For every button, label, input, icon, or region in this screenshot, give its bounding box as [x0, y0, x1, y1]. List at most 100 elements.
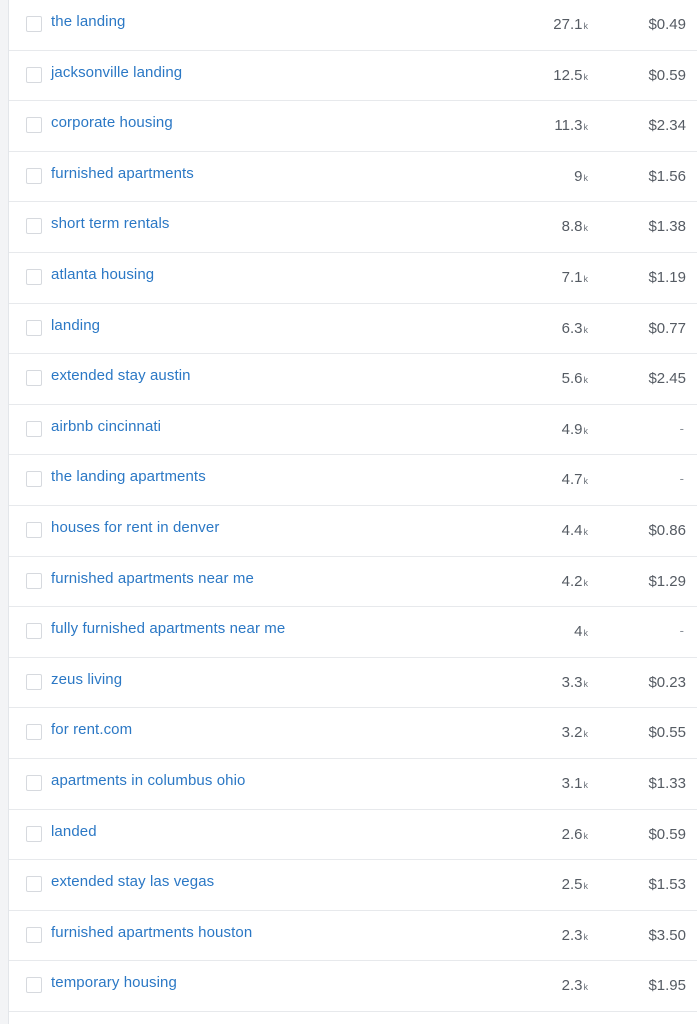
row-checkbox[interactable]	[26, 66, 42, 83]
table-row: the landing 27.1k $0.49	[9, 0, 697, 51]
search-volume-value: 9	[574, 167, 583, 185]
search-volume-value: 5.6	[561, 370, 583, 388]
table-row: apartments in columbus ohio 3.1k $1.33	[9, 759, 697, 810]
keyword-link[interactable]: atlanta housing	[51, 265, 155, 283]
row-checkbox[interactable]	[26, 623, 42, 640]
search-volume-unit: k	[583, 324, 589, 335]
keyword-table: the landing 27.1k $0.49 jacksonville landin…	[8, 0, 697, 1024]
search-volume-unit: k	[583, 223, 589, 234]
table-row: the landing apartments 4.7k -	[9, 455, 697, 506]
table-row: extended stay austin 5.6k $2.45	[9, 354, 697, 405]
row-checkbox[interactable]	[26, 16, 42, 32]
keyword-link[interactable]: the landing	[51, 13, 126, 30]
table-row: corporate housing 11.3k $2.34	[9, 101, 697, 152]
search-volume: 6.3k	[562, 320, 588, 337]
keyword-link[interactable]: landed	[51, 822, 97, 840]
search-volume-unit: k	[583, 628, 589, 639]
keyword-link[interactable]: fully furnished apartments near me	[51, 620, 286, 638]
search-volume-value: 2.3	[561, 926, 583, 944]
search-volume: 4.2k	[562, 573, 588, 590]
cost-per-click: $1.19	[648, 268, 686, 286]
table-row: temporary housing 2.3k $1.95	[9, 961, 697, 1012]
cost-per-click: $2.45	[648, 370, 686, 388]
cost-per-click: $0.59	[648, 825, 686, 843]
row-checkbox[interactable]	[26, 825, 42, 842]
row-checkbox[interactable]	[26, 572, 42, 589]
keyword-link[interactable]: corporate housing	[51, 114, 173, 132]
search-volume-unit: k	[583, 779, 589, 790]
keyword-link[interactable]: zeus living	[51, 670, 123, 688]
cost-per-click: -	[679, 471, 684, 487]
search-volume: 9k	[574, 168, 588, 185]
cost-per-click: $0.59	[648, 66, 686, 84]
table-row: zeus living 3.3k $0.23	[9, 658, 697, 709]
search-volume-value: 3.2	[561, 724, 583, 742]
row-checkbox[interactable]	[26, 521, 42, 538]
search-volume: 7.1k	[562, 269, 588, 286]
keyword-link[interactable]: short term rentals	[51, 215, 170, 233]
search-volume: 3.3k	[562, 674, 588, 691]
search-volume: 2.3k	[562, 927, 588, 944]
row-checkbox[interactable]	[26, 319, 42, 336]
keyword-link[interactable]: furnished apartments near me	[51, 569, 254, 587]
keyword-link[interactable]: extended stay austin	[51, 367, 191, 385]
keyword-link[interactable]: landing	[51, 316, 101, 334]
table-row: landing 6.3k $0.77	[9, 304, 697, 355]
row-checkbox[interactable]	[26, 218, 42, 235]
cost-per-click: $1.33	[648, 774, 686, 792]
row-checkbox[interactable]	[26, 774, 42, 791]
table-row: for rent.com 3.2k $0.55	[9, 708, 697, 759]
search-volume-value: 2.6	[561, 825, 583, 843]
search-volume-value: 8.8	[561, 218, 583, 236]
search-volume: 11.3k	[554, 117, 588, 134]
table-row: extended stay las vegas 2.5k $1.53	[9, 860, 697, 911]
search-volume-value: 4.9	[561, 420, 583, 438]
row-checkbox[interactable]	[26, 420, 42, 437]
keyword-link[interactable]: temporary housing	[51, 974, 177, 992]
table-row: landed 2.6k $0.59	[9, 810, 697, 861]
row-checkbox[interactable]	[26, 977, 42, 994]
table-row: jacksonville landing 12.5k $0.59	[9, 51, 697, 102]
search-volume-value: 12.5	[553, 66, 583, 84]
keyword-link[interactable]: houses for rent in denver	[51, 518, 220, 536]
row-checkbox[interactable]	[26, 673, 42, 690]
search-volume-unit: k	[583, 678, 589, 689]
search-volume-unit: k	[583, 476, 589, 487]
keyword-link[interactable]: airbnb cincinnati	[51, 417, 162, 435]
search-volume-value: 4	[574, 623, 583, 641]
keyword-link[interactable]: furnished apartments	[51, 164, 194, 182]
search-volume-unit: k	[583, 830, 589, 841]
cost-per-click: -	[679, 420, 684, 436]
table-row: short term rentals 8.8k $1.38	[9, 202, 697, 253]
table-row: houses for rent in denver 4.4k $0.86	[9, 506, 697, 557]
row-checkbox[interactable]	[26, 167, 42, 184]
search-volume: 27.1k	[553, 16, 588, 33]
row-checkbox[interactable]	[26, 370, 42, 387]
search-volume-unit: k	[583, 21, 589, 31]
keyword-link[interactable]: jacksonville landing	[51, 63, 183, 81]
cost-per-click: $0.77	[648, 319, 686, 337]
keyword-link[interactable]: for rent.com	[51, 721, 133, 739]
keyword-link[interactable]: apartments in columbus ohio	[51, 771, 246, 789]
row-checkbox[interactable]	[26, 117, 42, 134]
table-row: fully furnished apartments near me 4k -	[9, 607, 697, 658]
search-volume: 4.4k	[562, 522, 588, 539]
search-volume: 8.8k	[562, 218, 588, 235]
cost-per-click: $3.50	[648, 926, 686, 944]
cost-per-click: $1.29	[648, 572, 686, 590]
keyword-link[interactable]: extended stay las vegas	[51, 873, 215, 891]
keyword-link[interactable]: the landing apartments	[51, 468, 206, 486]
search-volume: 3.2k	[562, 724, 588, 741]
search-volume-unit: k	[583, 881, 589, 892]
row-checkbox[interactable]	[26, 926, 42, 943]
row-checkbox[interactable]	[26, 471, 42, 488]
keyword-link[interactable]: furnished apartments houston	[51, 923, 253, 941]
table-row: airbnb cincinnati 4.9k -	[9, 405, 697, 456]
row-checkbox[interactable]	[26, 876, 42, 893]
search-volume-value: 27.1	[553, 16, 583, 33]
search-volume: 5.6k	[562, 370, 588, 387]
search-volume-value: 7.1	[561, 268, 583, 286]
search-volume-value: 3.3	[561, 673, 583, 691]
row-checkbox[interactable]	[26, 724, 42, 741]
row-checkbox[interactable]	[26, 268, 42, 285]
